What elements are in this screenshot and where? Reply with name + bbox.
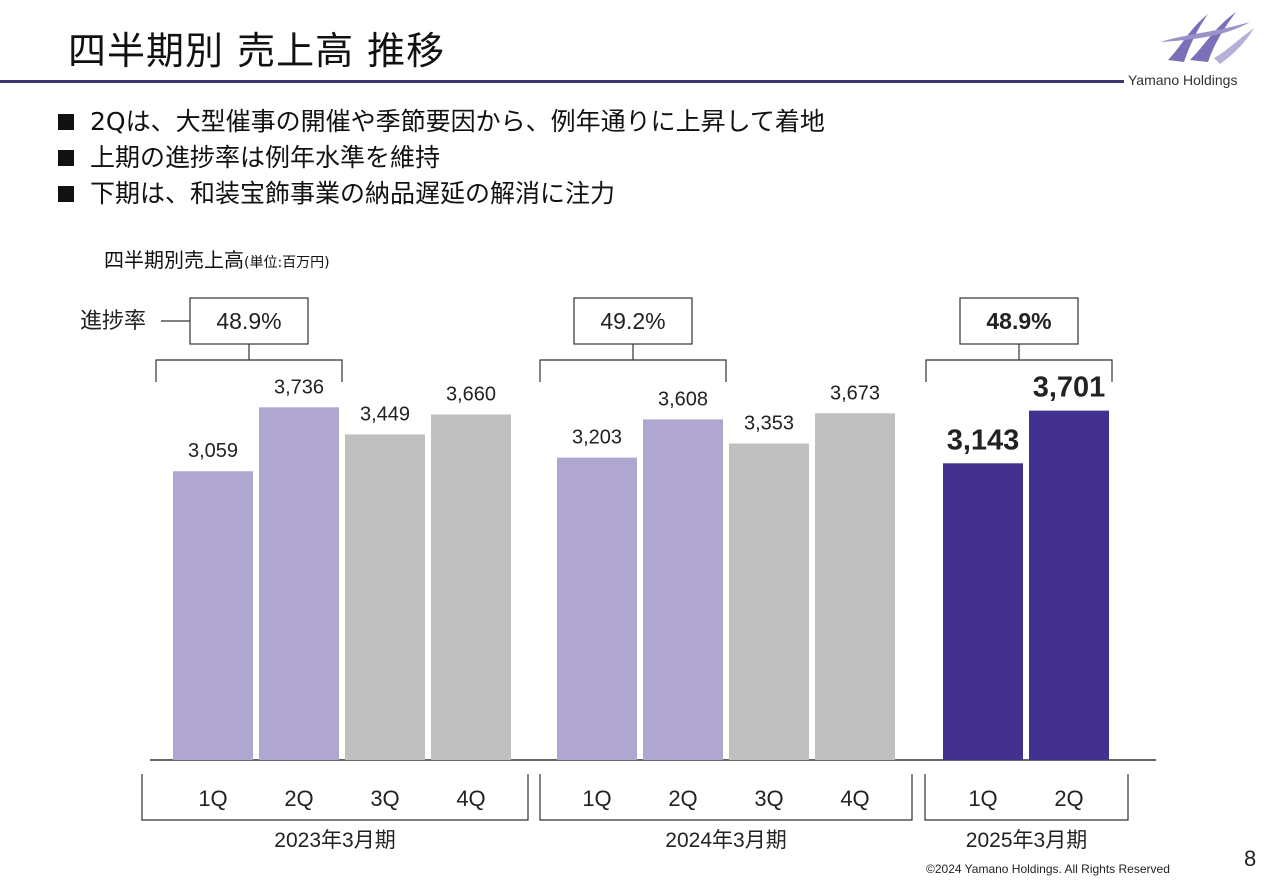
fiscal-year-bracket — [924, 774, 1129, 821]
bullet-square-icon — [58, 150, 74, 166]
progress-label: 進捗率 — [80, 308, 146, 333]
quarterly-sales-chart: 3,059 1Q 3,736 2Q 3,449 3Q 3,660 4Q 48.9% 進捗率 2023… — [80, 297, 1156, 852]
title-underline — [0, 80, 1124, 83]
data-label: 3,143 — [947, 424, 1020, 456]
copyright-text: ©2024 Yamano Holdings. All Rights Reserv… — [926, 862, 1170, 876]
bar-2024年3月期-1Q — [557, 457, 637, 760]
bar-2023年3月期-3Q — [345, 434, 425, 760]
progress-value: 48.9% — [986, 308, 1051, 334]
data-label: 3,059 — [188, 440, 238, 462]
progress-box — [189, 297, 309, 345]
bullet-item: 上期の進捗率は例年水準を維持 — [58, 140, 825, 176]
data-label: 3,701 — [1033, 372, 1106, 404]
page-title: 四半期別 売上高 推移 — [68, 29, 446, 73]
bar-2024年3月期-2Q — [643, 419, 723, 760]
yamano-logo-icon — [1160, 12, 1254, 64]
bullet-square-icon — [58, 114, 74, 130]
data-label: 3,353 — [744, 412, 794, 434]
fiscal-year-bracket — [141, 774, 529, 821]
chart-title: 四半期別売上高(単位:百万円) — [104, 244, 330, 273]
page-number: 8 — [1244, 846, 1257, 871]
bullet-list: 2Qは、大型催事の開催や季節要因から、例年通りに上昇して着地 上期の進捗率は例年… — [58, 104, 825, 212]
fiscal-year-label: 2024年3月期 — [665, 829, 786, 852]
bar-2025年3月期-1Q — [943, 463, 1023, 760]
first-half-bracket — [539, 359, 727, 382]
bullet-square-icon — [58, 186, 74, 202]
bar-2023年3月期-4Q — [431, 414, 511, 760]
progress-box — [959, 297, 1079, 345]
fiscal-year-label: 2023年3月期 — [274, 829, 395, 852]
data-label: 3,449 — [360, 403, 410, 425]
logo-text: Yamano Holdings — [1128, 72, 1238, 88]
progress-value: 49.2% — [600, 308, 665, 334]
quarter-tick-label: 2Q — [1054, 786, 1083, 811]
company-logo: Yamano Holdings — [1128, 8, 1278, 92]
quarter-tick-label: 1Q — [582, 786, 611, 811]
quarter-tick-label: 3Q — [754, 786, 783, 811]
bar-2023年3月期-2Q — [259, 407, 339, 760]
bar-2024年3月期-4Q — [815, 413, 895, 760]
bullet-text: 下期は、和装宝飾事業の納品遅延の解消に注力 — [90, 179, 616, 208]
bar-2025年3月期-2Q — [1029, 410, 1109, 760]
quarter-tick-label: 2Q — [284, 786, 313, 811]
progress-value: 48.9% — [216, 308, 281, 334]
bullet-item: 下期は、和装宝飾事業の納品遅延の解消に注力 — [58, 176, 825, 212]
bullet-text: 2Qは、大型催事の開催や季節要因から、例年通りに上昇して着地 — [90, 107, 825, 136]
chart-title-text: 四半期別売上高 — [104, 248, 244, 272]
data-label: 3,203 — [572, 427, 622, 449]
fiscal-year-label: 2025年3月期 — [966, 829, 1087, 852]
data-label: 3,673 — [830, 382, 880, 404]
quarter-tick-label: 1Q — [968, 786, 997, 811]
bullet-item: 2Qは、大型催事の開催や季節要因から、例年通りに上昇して着地 — [58, 104, 825, 140]
chart-unit: (単位:百万円) — [244, 255, 330, 271]
progress-box — [573, 297, 693, 345]
data-label: 3,736 — [274, 376, 324, 398]
quarter-tick-label: 1Q — [198, 786, 227, 811]
bar-2023年3月期-1Q — [173, 471, 253, 760]
bar-2024年3月期-3Q — [729, 443, 809, 760]
fiscal-year-bracket — [539, 774, 913, 821]
quarter-tick-label: 4Q — [456, 786, 485, 811]
quarter-tick-label: 4Q — [840, 786, 869, 811]
bullet-text: 上期の進捗率は例年水準を維持 — [90, 143, 441, 172]
data-label: 3,608 — [658, 388, 708, 410]
quarter-tick-label: 2Q — [668, 786, 697, 811]
quarter-tick-label: 3Q — [370, 786, 399, 811]
data-label: 3,660 — [446, 383, 496, 405]
